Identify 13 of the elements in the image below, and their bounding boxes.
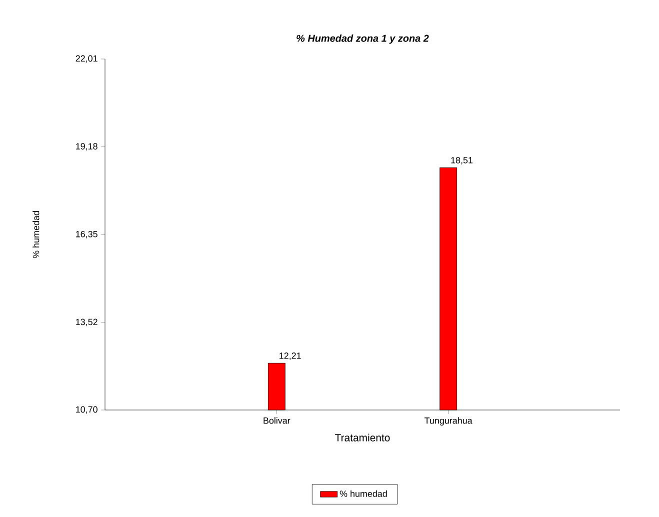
x-tick-label: Tungurahua <box>424 417 472 426</box>
data-label: 18,51 <box>451 157 473 164</box>
y-tick-label: 16,35 <box>76 230 98 238</box>
y-tick-label: 10,70 <box>76 406 98 414</box>
y-tick-label: 22,01 <box>76 55 98 63</box>
y-axis-title: % humedad <box>32 211 40 258</box>
x-axis-title: Tratamiento <box>335 434 390 442</box>
chart-title: % Humedad zona 1 y zona 2 <box>296 34 429 44</box>
x-tick-label: Bolivar <box>264 417 290 424</box>
y-tick-label: 19,18 <box>76 143 98 151</box>
data-label: 12,21 <box>280 352 301 360</box>
y-tick-label: 13,52 <box>76 318 98 326</box>
legend-label: % humedad <box>340 490 387 497</box>
